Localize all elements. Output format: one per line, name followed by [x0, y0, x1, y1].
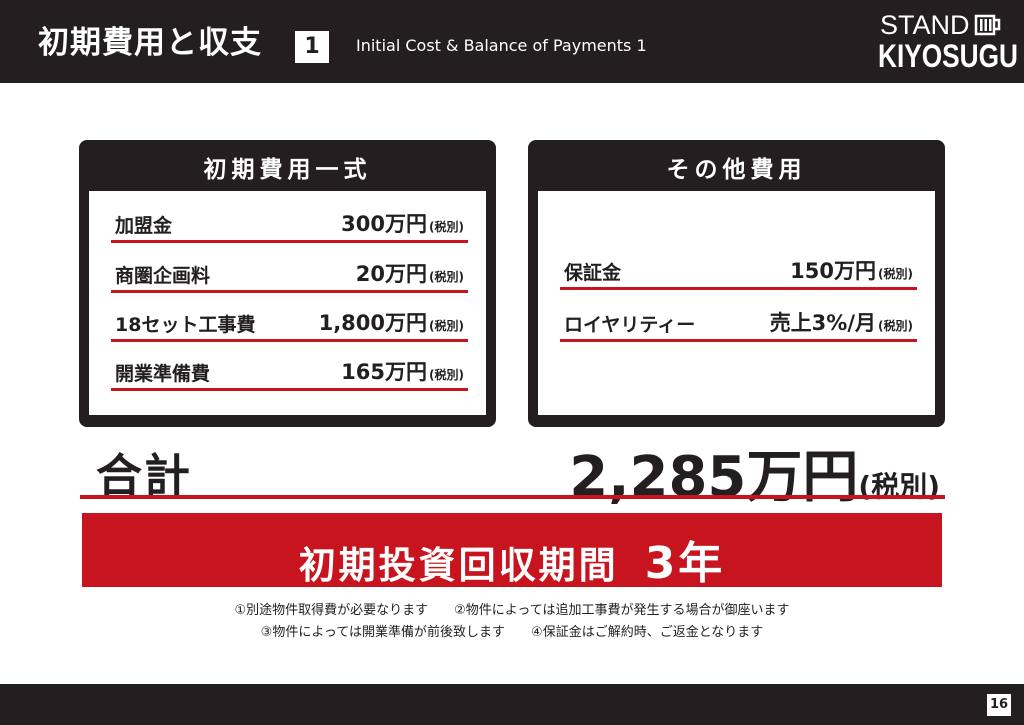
initial-costs-title: 初期費用一式 — [203, 157, 372, 183]
title-number-badge: 1 — [295, 31, 329, 63]
initial-costs-body: 加盟金 300万円 (税別) 商圏企画料 20万円 (税別) 18セット工事費 1,… — [89, 191, 486, 415]
payback-banner: 初期投資回収期間 3年 — [82, 513, 942, 589]
page-subtitle: Initial Cost & Balance of Payments 1 — [356, 36, 647, 55]
cost-label: 加盟金 — [115, 215, 173, 237]
cost-value: 300万円 (税別) — [341, 212, 464, 236]
footnotes: ①別途物件取得費が必要なります ②物件によっては追加工事費が発生する場合が御座い… — [0, 600, 1024, 644]
cost-row: 保証金 150万円 (税別) — [560, 259, 917, 290]
cost-row: 商圏企画料 20万円 (税別) — [111, 262, 468, 293]
total-label: 合計 — [96, 449, 192, 503]
cost-label: ロイヤリティー — [564, 314, 696, 336]
cost-row: 加盟金 300万円 (税別) — [111, 212, 468, 243]
total-amount: 2,285万円(税別) — [569, 445, 940, 510]
cost-value: 20万円 (税別) — [355, 262, 464, 286]
cost-value: 165万円 (税別) — [341, 360, 464, 384]
logo-text-top: STAND — [880, 10, 970, 40]
logo-text-bottom: KIYOSUGU — [878, 38, 1018, 74]
cost-row: 18セット工事費 1,800万円 (税別) — [111, 311, 468, 342]
total-underline — [80, 495, 945, 499]
other-costs-body: 保証金 150万円 (税別) ロイヤリティー 売上3%/月 (税別) — [538, 191, 935, 415]
footnote: ④保証金はご解約時、ご返金となります — [531, 625, 764, 640]
cost-label: 保証金 — [564, 262, 622, 284]
cost-label: 商圏企画料 — [115, 265, 211, 287]
cost-label: 18セット工事費 — [115, 314, 256, 336]
cost-value: 売上3%/月 (税別) — [769, 311, 913, 335]
other-costs-title: その他費用 — [666, 157, 807, 183]
cost-row: ロイヤリティー 売上3%/月 (税別) — [560, 311, 917, 342]
page-number: 16 — [987, 694, 1011, 716]
header-bar — [0, 0, 1024, 83]
initial-costs-card: 初期費用一式 加盟金 300万円 (税別) 商圏企画料 20万円 (税別) 18セッ… — [79, 140, 496, 427]
cost-value: 150万円 (税別) — [790, 259, 913, 283]
beer-mug-icon — [974, 14, 1001, 36]
brand-logo: STAND KIYOSUGU — [876, 10, 1018, 74]
cost-value: 1,800万円 (税別) — [318, 311, 464, 335]
footnote: ③物件によっては開業準備が前後致します — [260, 625, 506, 640]
footnote: ②物件によっては追加工事費が発生する場合が御座います — [454, 603, 790, 618]
other-costs-card: その他費用 保証金 150万円 (税別) ロイヤリティー 売上3%/月 (税別) — [528, 140, 945, 427]
cost-label: 開業準備費 — [115, 363, 211, 385]
footnote: ①別途物件取得費が必要なります — [234, 603, 429, 618]
cost-row: 開業準備費 165万円 (税別) — [111, 360, 468, 391]
footer-bar — [0, 684, 1024, 725]
payback-text: 初期投資回収期間 3年 — [298, 538, 726, 589]
payback-years: 3年 — [644, 538, 726, 589]
page-title: 初期費用と収支 — [38, 25, 262, 61]
